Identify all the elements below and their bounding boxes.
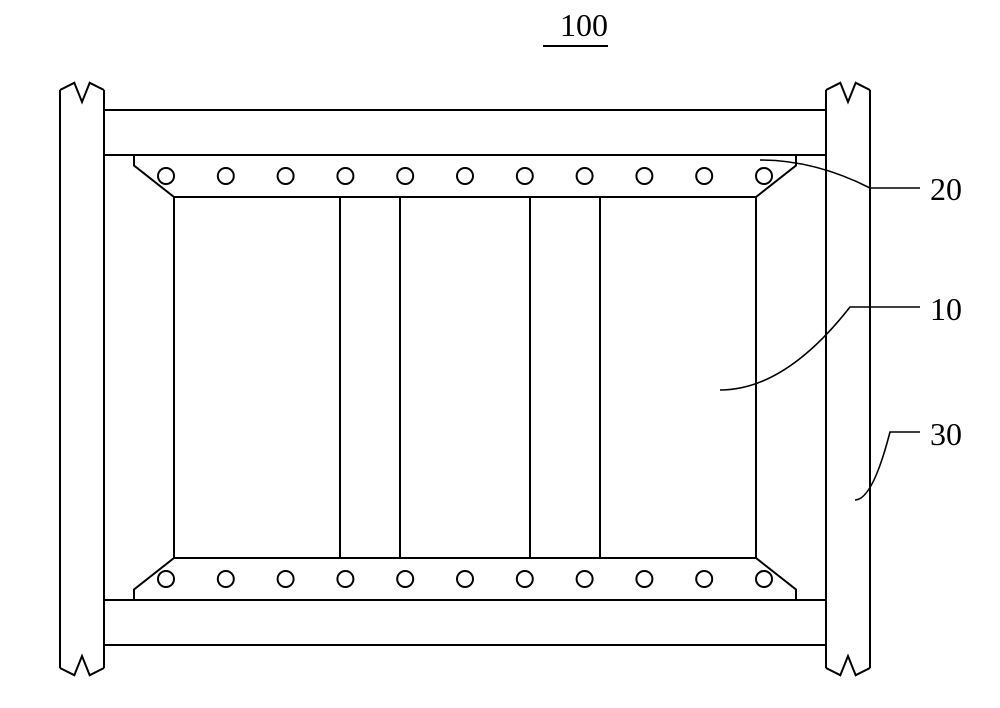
engineering-figure: 100 20 10 30 [0, 0, 1000, 708]
callout-label: 20 [930, 171, 962, 207]
column-left [60, 83, 104, 675]
callout: 30 [855, 416, 962, 500]
callout: 20 [760, 160, 962, 207]
bolt-hole [696, 168, 712, 184]
bolt-hole [756, 168, 772, 184]
bolt-hole [756, 571, 772, 587]
figure-title: 100 [543, 7, 608, 46]
bolt-hole [337, 168, 353, 184]
callout-label: 30 [930, 416, 962, 452]
bolt-hole [397, 168, 413, 184]
bolt-hole [517, 168, 533, 184]
bolt-hole [457, 168, 473, 184]
callout-label: 10 [930, 291, 962, 327]
bolt-hole [337, 571, 353, 587]
bolt-hole [278, 571, 294, 587]
diagram-root: 100 20 10 30 [60, 7, 962, 675]
svg-text:100: 100 [560, 7, 608, 43]
flange-bottom [134, 558, 796, 600]
slabs [104, 110, 826, 645]
bolt-hole [517, 571, 533, 587]
web-panel [174, 197, 756, 558]
bolt-hole [397, 571, 413, 587]
bolt-hole [636, 168, 652, 184]
bolt-hole [218, 571, 234, 587]
bolt-hole [577, 168, 593, 184]
bolt-hole [218, 168, 234, 184]
bolt-hole [278, 168, 294, 184]
bolt-hole [636, 571, 652, 587]
bolt-hole [577, 571, 593, 587]
bolt-hole [158, 168, 174, 184]
flange-top [134, 155, 796, 197]
bolt-hole [696, 571, 712, 587]
bolt-hole [158, 571, 174, 587]
bolt-hole [457, 571, 473, 587]
